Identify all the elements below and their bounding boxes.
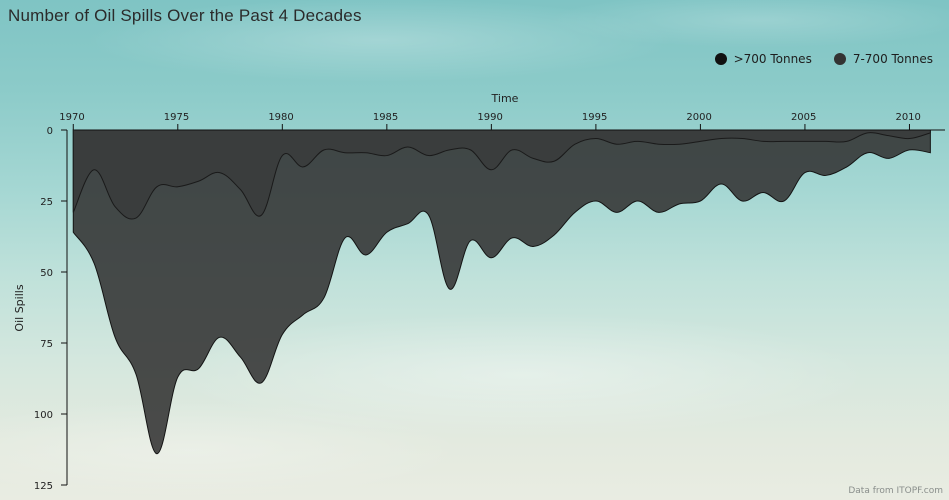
legend-item-large: >700 Tonnes xyxy=(714,52,812,66)
legend-label-large: >700 Tonnes xyxy=(733,52,812,66)
axes-layer: 1970 1975 1980 1985 1990 1995 2000 2005 2010 Time… xyxy=(13,92,945,492)
area-series-medium xyxy=(72,129,931,455)
chart-title: Number of Oil Spills Over the Past 4 Dec… xyxy=(8,6,362,25)
y-tick-label-0: 0 xyxy=(47,126,53,137)
y-tick-label-75: 75 xyxy=(40,339,53,350)
x-tick-label-1990: 1990 xyxy=(477,112,502,123)
legend-swatch-large xyxy=(714,53,727,65)
x-tick-label-2005: 2005 xyxy=(791,112,816,123)
legend-label-medium: 7-700 Tonnes xyxy=(852,52,933,66)
x-tick-label-1975: 1975 xyxy=(164,112,189,123)
y-tick-label-125: 125 xyxy=(34,481,53,492)
legend: >700 Tonnes 7-700 Tonnes xyxy=(714,52,933,66)
x-tick-label-1985: 1985 xyxy=(373,112,398,123)
x-tick-label-2000: 2000 xyxy=(686,112,711,123)
x-axis-title: Time xyxy=(491,92,519,105)
y-tick-label-50: 50 xyxy=(40,268,53,279)
area-layer xyxy=(72,129,931,455)
data-credit: Data from ITOPF.com xyxy=(848,486,943,496)
x-tick-label-1995: 1995 xyxy=(582,112,607,123)
area-series-large xyxy=(72,129,931,220)
y-axis-title: Oil Spills xyxy=(13,284,26,331)
x-tick-label-1980: 1980 xyxy=(268,112,293,123)
y-tick-label-100: 100 xyxy=(34,410,53,421)
legend-item-medium: 7-700 Tonnes xyxy=(833,52,933,66)
x-tick-label-1970: 1970 xyxy=(59,112,84,123)
y-tick-label-25: 25 xyxy=(40,197,53,208)
legend-swatch-medium xyxy=(833,53,846,65)
x-tick-label-2010: 2010 xyxy=(895,112,920,123)
